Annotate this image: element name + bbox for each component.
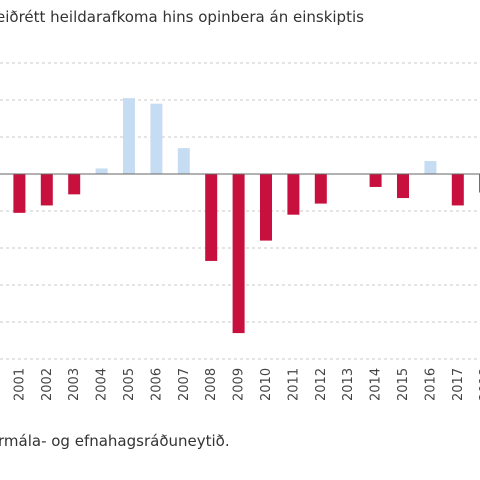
x-tick-label: 2012 bbox=[314, 368, 329, 401]
bar-2002 bbox=[40, 174, 53, 206]
bar-2012 bbox=[314, 174, 327, 204]
x-tick-label: 2008 bbox=[204, 368, 219, 401]
bar-2017 bbox=[451, 174, 464, 206]
bar-2004 bbox=[95, 168, 108, 174]
x-tick-label: 2015 bbox=[396, 368, 411, 401]
bar-2006 bbox=[150, 103, 163, 174]
bar-2008 bbox=[205, 174, 218, 261]
x-tick-label: 2007 bbox=[177, 368, 192, 401]
bar-2016 bbox=[424, 161, 437, 174]
x-tick-label: 2009 bbox=[232, 368, 247, 401]
bar-2009 bbox=[232, 174, 245, 334]
x-tick-label: 2017 bbox=[451, 368, 466, 401]
x-tick-label: 2002 bbox=[40, 368, 55, 401]
x-tick-label: 2011 bbox=[286, 368, 301, 401]
bar-chart: 2000200120022003200420052006200720082009… bbox=[0, 62, 480, 401]
bar-2015 bbox=[397, 174, 409, 199]
bar-2010 bbox=[260, 174, 272, 241]
x-tick-label: 2001 bbox=[12, 368, 27, 401]
x-tick-label: 2004 bbox=[95, 368, 110, 401]
x-tick-label: 2016 bbox=[423, 368, 438, 401]
bar-2007 bbox=[177, 148, 190, 174]
x-tick-label: 2003 bbox=[67, 368, 82, 401]
bars bbox=[13, 98, 480, 334]
x-axis-ticks: 2000200120022003200420052006200720082009… bbox=[12, 368, 480, 401]
bar-2001 bbox=[13, 174, 26, 213]
chart-title: eiðrétt heildarafkoma hins opinbera án e… bbox=[0, 8, 364, 26]
bar-2003 bbox=[68, 174, 81, 195]
bar-2011 bbox=[287, 174, 300, 215]
x-tick-label: 2005 bbox=[122, 368, 137, 401]
x-tick-label: 2010 bbox=[259, 368, 274, 401]
x-tick-label: 2006 bbox=[149, 368, 164, 401]
x-tick-label: 2013 bbox=[341, 368, 356, 401]
x-tick-label: 2018 bbox=[478, 368, 480, 401]
bar-2005 bbox=[123, 98, 135, 174]
x-tick-label: 2014 bbox=[369, 368, 384, 401]
bar-2014 bbox=[369, 174, 382, 187]
source-note: rmála- og efnahagsráðuneytið. bbox=[0, 432, 230, 450]
